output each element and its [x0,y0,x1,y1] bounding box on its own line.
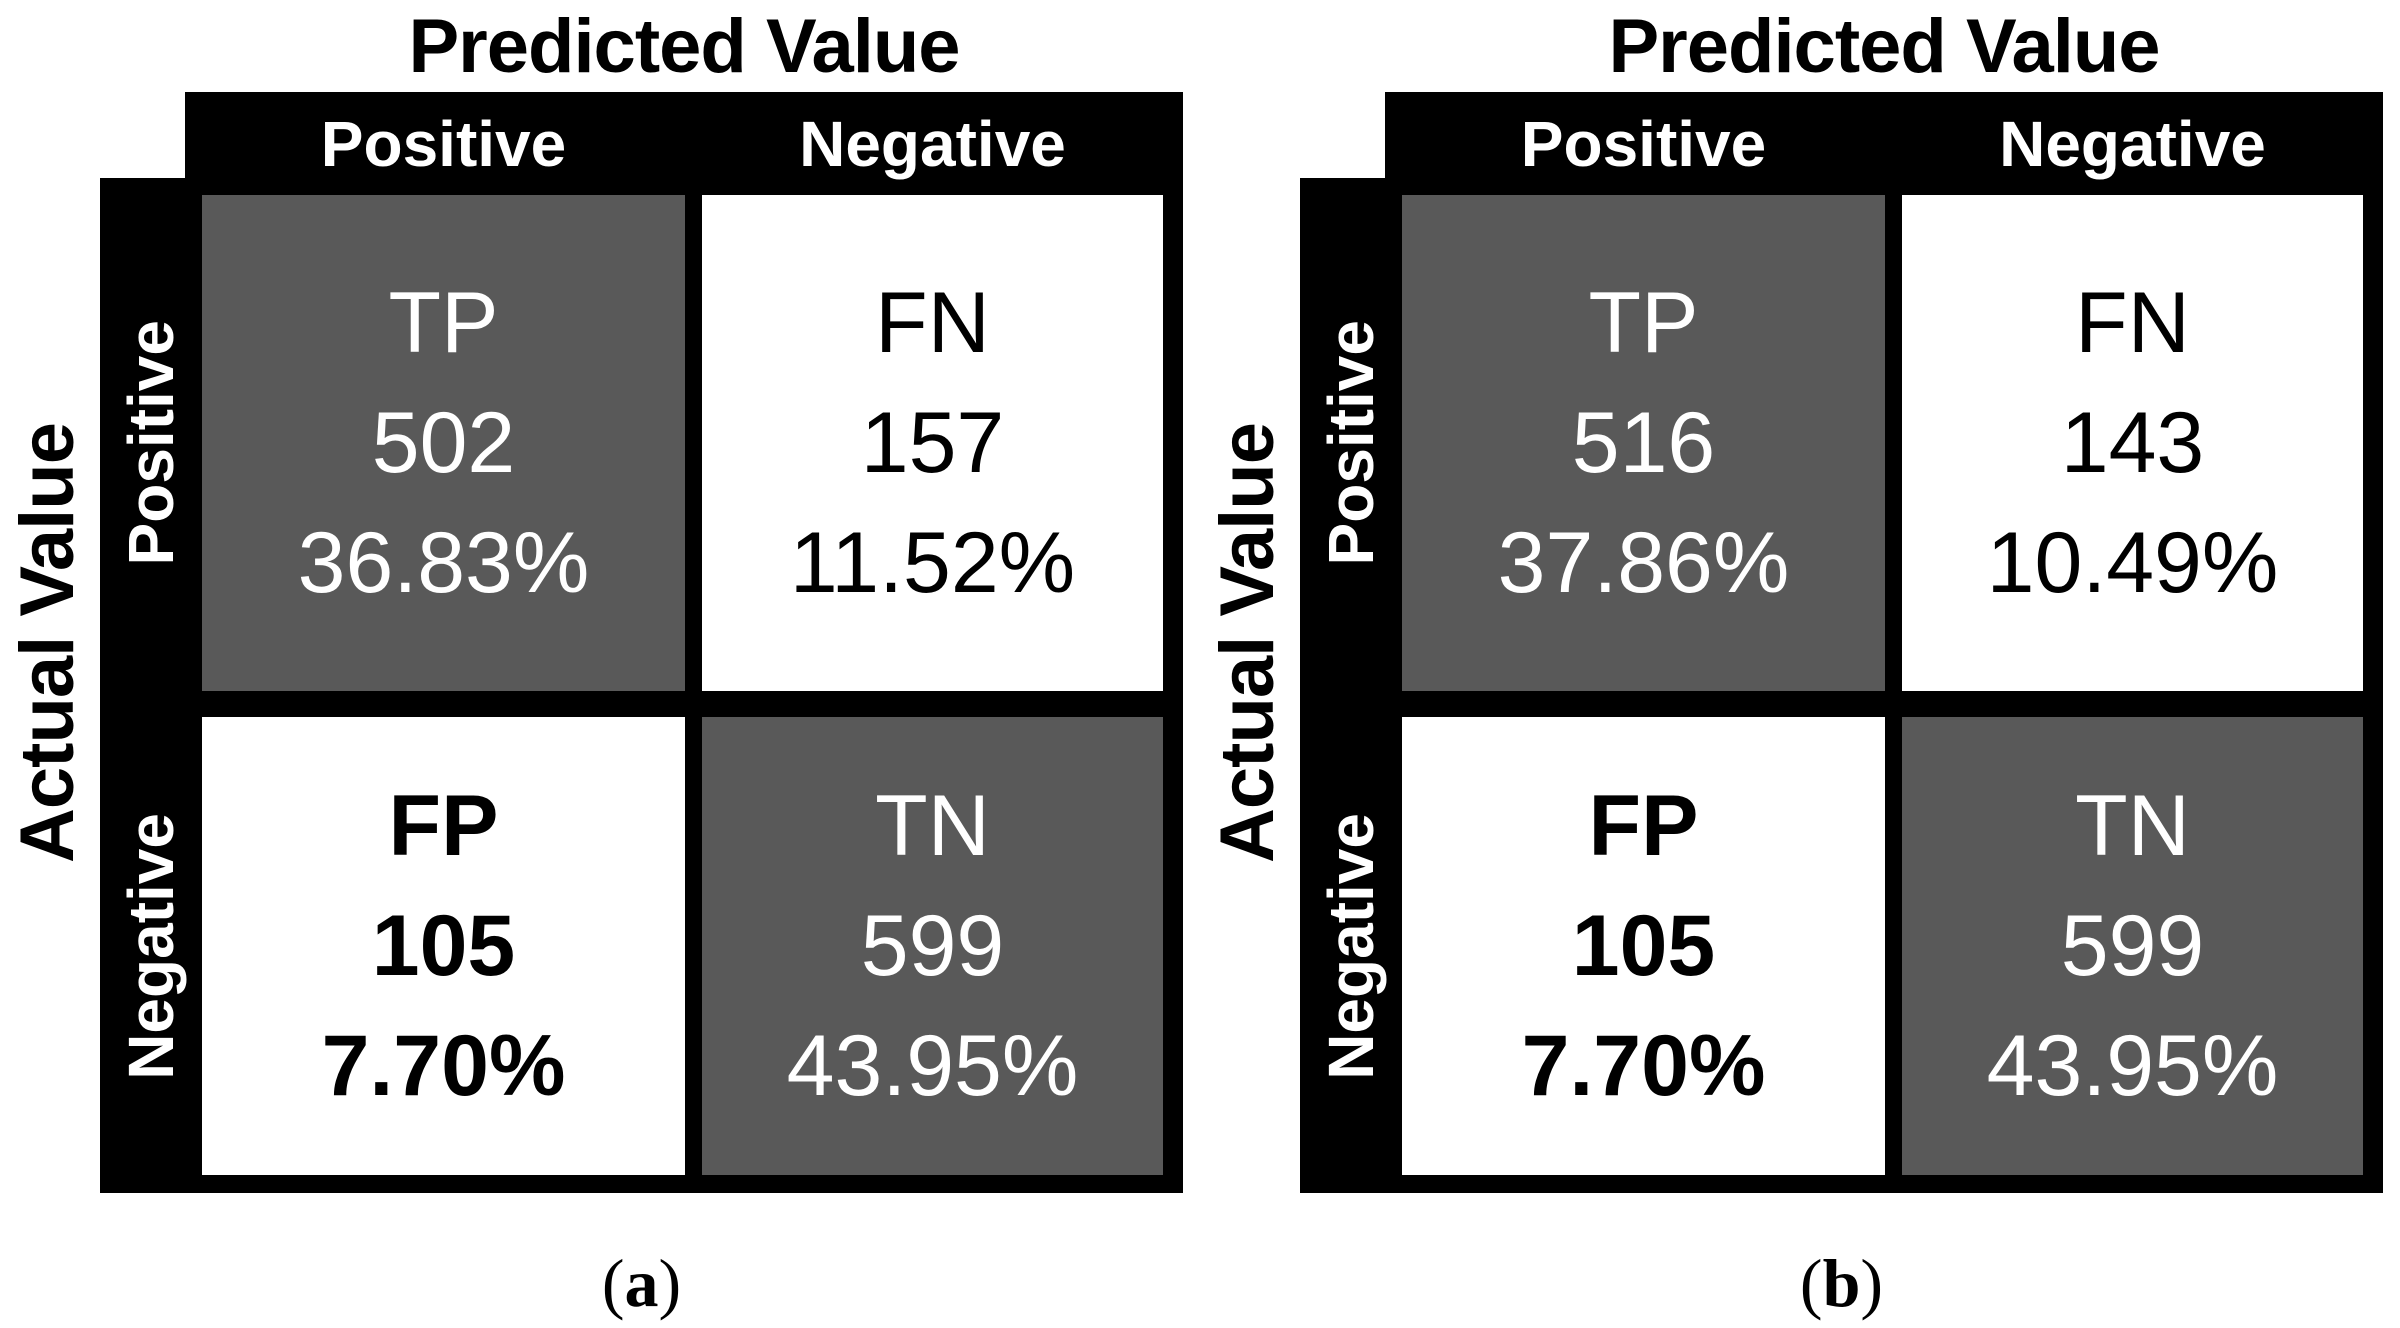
caption-close-paren: ) [1860,1244,1884,1321]
cell-percent: 43.95% [786,1018,1079,1114]
cell-true-negative: TN 599 43.95% [702,717,1163,1175]
cell-true-positive: TP 516 37.86% [1402,195,1885,691]
cell-label: FN [875,275,990,371]
caption-open-paren: ( [1799,1244,1823,1321]
cell-label: TP [388,275,499,371]
row-header-positive: Positive [100,195,202,691]
row-header-negative: Negative [100,717,202,1175]
caption-close-paren: ) [658,1244,682,1321]
cell-count: 516 [1571,395,1716,491]
y-axis-title-label: Actual Value [1204,422,1290,863]
row-header-bar [1300,178,1402,1193]
cell-label: TP [1588,275,1699,371]
cell-count: 143 [2060,395,2205,491]
row-header-positive-label: Positive [115,320,187,566]
panel-caption-b: ( b ) [1300,1238,2383,1328]
cell-count: 157 [860,395,1005,491]
row-header-positive-label: Positive [1315,320,1387,566]
cell-count: 599 [2060,898,2205,994]
row-header-negative-label: Negative [115,812,187,1080]
cell-percent: 37.86% [1497,515,1790,611]
cell-percent: 43.95% [1986,1018,2279,1114]
caption-letter: a [624,1244,659,1321]
cell-percent: 10.49% [1986,515,2279,611]
col-header-negative: Negative [1999,107,2266,180]
col-header-positive: Positive [1520,107,1767,180]
cell-label: FP [1588,778,1699,874]
y-axis-title: Actual Value [0,92,94,1193]
panel-b: Predicted Value Positive Negative Positi… [1200,0,2400,1328]
cell-count: 105 [371,898,516,994]
cell-false-negative: FN 143 10.49% [1902,195,2363,691]
cell-count: 502 [371,395,516,491]
col-header-negative: Negative [799,107,1066,180]
cell-percent: 11.52% [789,515,1076,611]
y-axis-title: Actual Value [1200,92,1294,1193]
cell-percent: 7.70% [321,1018,566,1114]
row-header-negative-label: Negative [1315,812,1387,1080]
caption-letter: b [1822,1244,1861,1321]
cell-label: TN [2075,778,2190,874]
cell-percent: 36.83% [297,515,590,611]
cell-false-negative: FN 157 11.52% [702,195,1163,691]
row-header-bar [100,178,202,1193]
row-header-positive: Positive [1300,195,1402,691]
cell-false-positive: FP 105 7.70% [1402,717,1885,1175]
cell-label: FN [2075,275,2190,371]
row-header-negative: Negative [1300,717,1402,1175]
cell-percent: 7.70% [1521,1018,1766,1114]
y-axis-title-label: Actual Value [4,422,90,863]
cell-true-negative: TN 599 43.95% [1902,717,2363,1175]
cell-count: 599 [860,898,1005,994]
x-axis-title: Predicted Value [1608,3,2160,89]
cell-false-positive: FP 105 7.70% [202,717,685,1175]
x-axis-title: Predicted Value [408,3,960,89]
panel-a: Predicted Value Positive Negative Positi… [0,3,1183,1328]
cell-label: FP [388,778,499,874]
panel-caption-a: ( a ) [100,1238,1183,1328]
cell-count: 105 [1571,898,1716,994]
cell-label: TN [875,778,990,874]
caption-open-paren: ( [601,1244,625,1321]
col-header-positive: Positive [320,107,567,180]
cell-true-positive: TP 502 36.83% [202,195,685,691]
